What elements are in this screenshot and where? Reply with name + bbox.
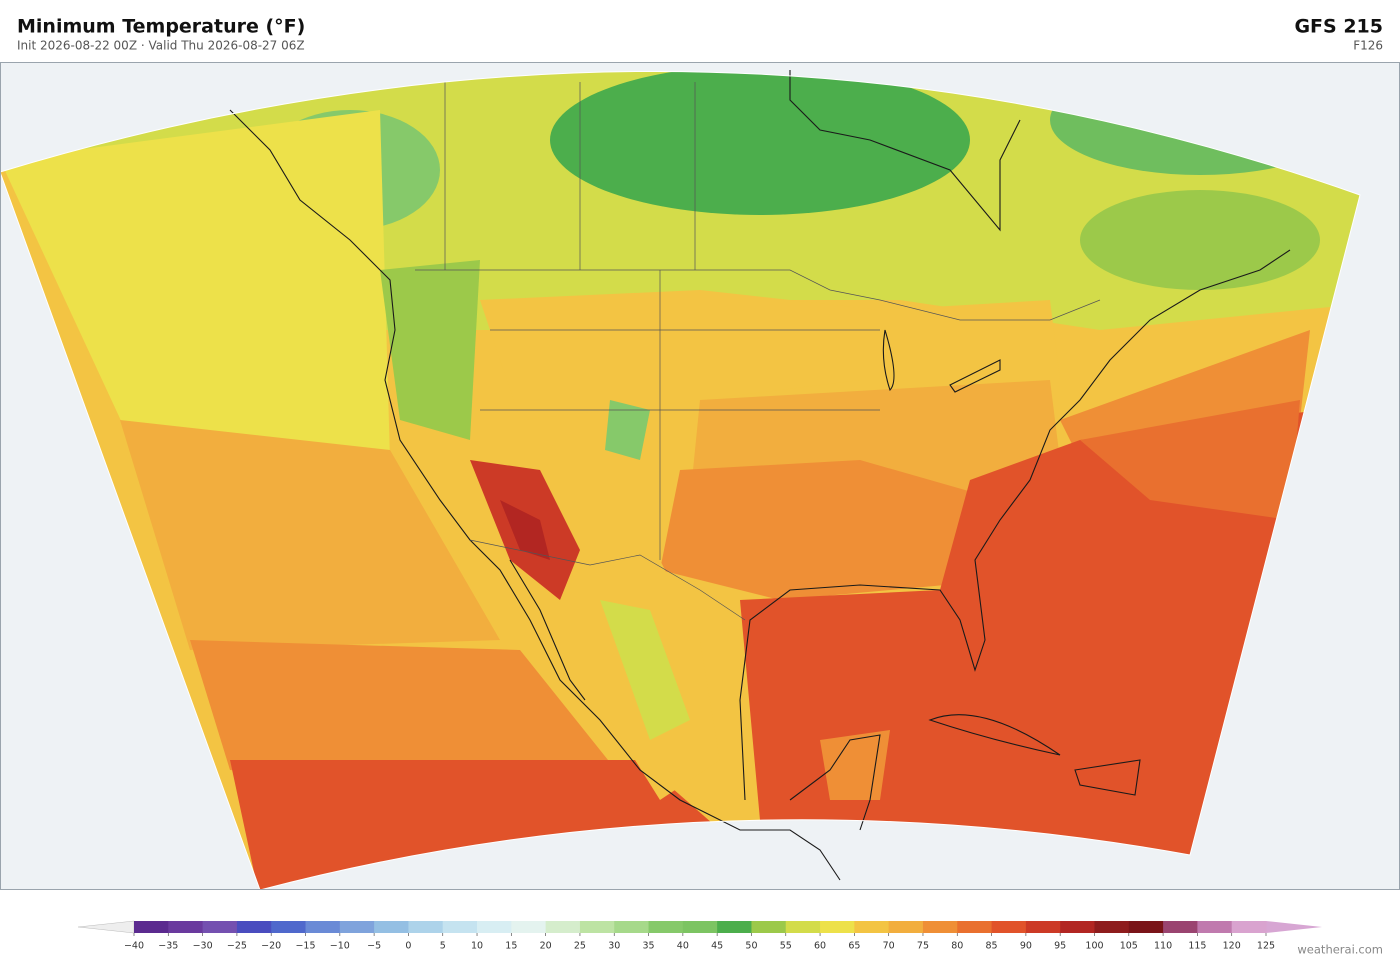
colorbar-tick-label: 20 bbox=[540, 941, 552, 952]
colorbar-tick-label: 115 bbox=[1188, 941, 1206, 952]
temperature-field bbox=[0, 71, 1360, 890]
colorbar-tick-label: 90 bbox=[1020, 941, 1032, 952]
colorbar-swatch bbox=[374, 921, 409, 933]
colorbar-swatch bbox=[134, 921, 169, 933]
colorbar-tick-label: 75 bbox=[917, 941, 929, 952]
colorbar-swatch bbox=[339, 921, 375, 933]
colorbar-swatch bbox=[168, 921, 204, 933]
colorbar-swatch bbox=[236, 921, 272, 933]
colorbar-tick-label: 40 bbox=[677, 941, 689, 952]
colorbar-tick-label: 50 bbox=[745, 941, 757, 952]
borders bbox=[415, 82, 1101, 621]
colorbar-tick-label: −20 bbox=[261, 941, 281, 952]
map bbox=[0, 62, 1400, 890]
colorbar-tick-label: 80 bbox=[951, 941, 963, 952]
colorbar-swatch bbox=[1094, 921, 1130, 933]
colorbar-swatch bbox=[854, 921, 890, 933]
credit: weatherai.com bbox=[1297, 943, 1383, 957]
colorbar-swatch bbox=[202, 921, 238, 933]
colorbar-tick-label: 125 bbox=[1257, 941, 1275, 952]
colorbar-tick-label: −30 bbox=[193, 941, 213, 952]
colorbar: −40 −35 −30 −25 −20 −15 −10 −5 0 5 10 15 20 25 30 35 40 4… bbox=[77, 920, 1322, 952]
colorbar-tick-label: 120 bbox=[1223, 941, 1241, 952]
colorbar-tick-label: 15 bbox=[505, 941, 517, 952]
title: Minimum Temperature (°F) bbox=[17, 16, 305, 38]
subtitle: Init 2026-08-22 00Z · Valid Thu 2026-08-… bbox=[17, 39, 305, 53]
model-name: GFS 215 bbox=[1294, 16, 1383, 38]
colorbar-tick-label: 35 bbox=[642, 941, 654, 952]
colorbar-swatch bbox=[511, 921, 547, 933]
colorbar-tick-label: 70 bbox=[883, 941, 895, 952]
colorbar-swatch bbox=[271, 921, 307, 933]
colorbar-swatch bbox=[991, 921, 1027, 933]
colorbar-swatch bbox=[957, 921, 993, 933]
colorbar-tick-label: 0 bbox=[405, 941, 411, 952]
domain-edge bbox=[0, 70, 1361, 890]
colorbar-tick-label: 25 bbox=[574, 941, 586, 952]
colorbar-swatch bbox=[614, 921, 650, 933]
colorbar-tick-label: −15 bbox=[295, 941, 315, 952]
colorbar-swatch bbox=[1060, 921, 1095, 933]
colorbar-swatch bbox=[922, 921, 958, 933]
colorbar-tick-label: 5 bbox=[440, 941, 446, 952]
colorbar-swatch bbox=[648, 921, 684, 933]
colorbar-tick-label: −25 bbox=[227, 941, 247, 952]
colorbar-swatch bbox=[682, 921, 718, 933]
colorbar-tick-label: 55 bbox=[780, 941, 792, 952]
colorbar-swatch bbox=[1128, 921, 1164, 933]
colorbar-swatch bbox=[1163, 921, 1198, 933]
colorbar-tick-label: 45 bbox=[711, 941, 723, 952]
colorbar-tick-label: 100 bbox=[1085, 941, 1103, 952]
colorbar-tick-label: −35 bbox=[158, 941, 178, 952]
colorbar-swatch bbox=[545, 921, 581, 933]
colorbar-swatch bbox=[820, 921, 855, 933]
colorbar-swatch bbox=[888, 921, 924, 933]
colorbar-tick-label: 110 bbox=[1154, 941, 1172, 952]
colorbar-swatch bbox=[408, 921, 444, 933]
colorbar-tick-label: 60 bbox=[814, 941, 826, 952]
colorbar-swatch bbox=[1025, 921, 1061, 933]
colorbar-swatch bbox=[477, 921, 512, 933]
colorbar-swatch bbox=[442, 921, 478, 933]
coastlines bbox=[229, 70, 1291, 881]
colorbar-extend-high bbox=[1266, 921, 1322, 933]
forecast-hour: F126 bbox=[1353, 39, 1383, 53]
colorbar-swatch bbox=[717, 921, 752, 933]
colorbar-extend-low bbox=[77, 920, 135, 934]
colorbar-tick-label: 10 bbox=[471, 941, 483, 952]
colorbar-tick-label: 30 bbox=[608, 941, 620, 952]
colorbar-tick-label: −10 bbox=[330, 941, 350, 952]
colorbar-tick-label: 95 bbox=[1054, 941, 1066, 952]
colorbar-swatch bbox=[785, 921, 821, 933]
colorbar-tick-label: −5 bbox=[367, 941, 381, 952]
colorbar-tick-label: −40 bbox=[124, 941, 144, 952]
colorbar-swatch bbox=[305, 921, 341, 933]
colorbar-tick-label: 85 bbox=[986, 941, 998, 952]
colorbar-tick-label: 105 bbox=[1120, 941, 1138, 952]
colorbar-swatch bbox=[1197, 921, 1233, 933]
colorbar-swatch bbox=[579, 921, 615, 933]
colorbar-swatch bbox=[751, 921, 787, 933]
colorbar-swatch bbox=[1231, 921, 1267, 933]
colorbar-tick-label: 65 bbox=[848, 941, 860, 952]
